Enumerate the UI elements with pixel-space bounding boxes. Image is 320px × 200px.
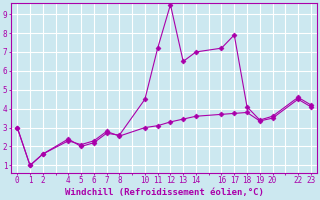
- X-axis label: Windchill (Refroidissement éolien,°C): Windchill (Refroidissement éolien,°C): [65, 188, 263, 197]
